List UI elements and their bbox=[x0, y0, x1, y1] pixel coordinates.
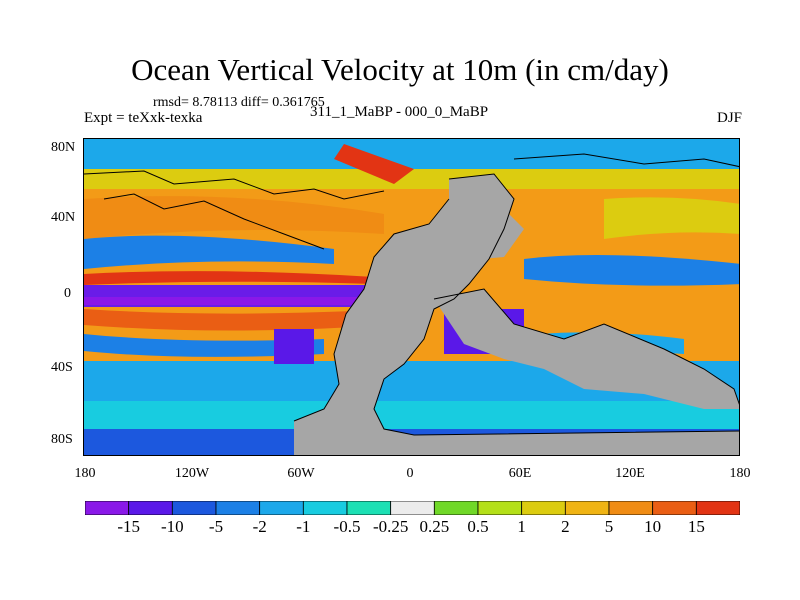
lon-tick-120e: 120E bbox=[615, 466, 645, 481]
colorbar-swatch-3 bbox=[215, 501, 261, 515]
colorbar-swatch-5 bbox=[302, 501, 348, 515]
lon-tick-0: 0 bbox=[406, 466, 414, 481]
lon-tick-60e: 60E bbox=[508, 466, 532, 481]
map-plot bbox=[83, 138, 740, 456]
south-patch bbox=[274, 329, 314, 364]
map-canvas bbox=[84, 139, 739, 455]
colorbar-swatch-1 bbox=[128, 501, 173, 515]
colorbar-label: -10 bbox=[160, 517, 184, 536]
colorbar-label: 15 bbox=[687, 517, 705, 536]
season-label: DJF bbox=[716, 110, 742, 126]
colorbar-swatch-8 bbox=[433, 501, 479, 515]
colorbar-swatch-7 bbox=[390, 501, 435, 515]
arctic-band bbox=[84, 139, 739, 169]
colorbar-label: 5 bbox=[604, 517, 614, 536]
colorbar-label: -0.25 bbox=[372, 517, 409, 536]
experiment-name: 311_1_MaBP - 000_0_MaBP bbox=[310, 104, 489, 120]
south-pacific-band bbox=[84, 334, 324, 357]
colorbar-label: 1 bbox=[517, 517, 526, 536]
lon-tick-120w: 120W bbox=[174, 466, 210, 481]
map-title: Ocean Vertical Velocity at 10m (in cm/da… bbox=[131, 52, 669, 87]
lon-tick-180e: 180 bbox=[729, 466, 751, 481]
colorbar-swatch-14 bbox=[695, 501, 740, 515]
lat-tick-80n: 80N bbox=[51, 140, 76, 155]
colorbar-label: 2 bbox=[561, 517, 570, 536]
colorbar-swatch-12 bbox=[608, 501, 654, 515]
ocean-field bbox=[84, 139, 739, 455]
colorbar-label: -2 bbox=[252, 517, 267, 536]
colorbar-swatch-2 bbox=[171, 501, 217, 515]
colorbar-label: -1 bbox=[296, 517, 311, 536]
colorbar-swatch-0 bbox=[85, 501, 130, 515]
colorbar bbox=[85, 501, 740, 515]
eq-south-band bbox=[84, 309, 354, 331]
experiment-label: Expt = teXxk-texka bbox=[84, 110, 203, 126]
colorbar-swatch-10 bbox=[521, 501, 566, 515]
colorbar-label: 0.5 bbox=[467, 517, 489, 536]
subarctic-band bbox=[84, 169, 739, 189]
north-hotspot bbox=[334, 144, 414, 184]
colorbar-label: 10 bbox=[644, 517, 662, 536]
lat-tick-40s: 40S bbox=[51, 360, 73, 375]
colorbar-label: -0.5 bbox=[333, 517, 361, 536]
northern-coastline bbox=[84, 153, 739, 250]
colorbar-swatch-11 bbox=[564, 501, 610, 515]
colorbar-label: -15 bbox=[117, 517, 140, 536]
stats-text: rmsd= 8.78113 diff= 0.361765 bbox=[153, 95, 325, 110]
colorbar-swatch-4 bbox=[259, 501, 304, 515]
coastline bbox=[293, 173, 739, 436]
lat-tick-0: 0 bbox=[64, 286, 71, 301]
lat-tick-40n: 40N bbox=[51, 210, 76, 225]
southern-high-band bbox=[84, 401, 739, 429]
east-basin-band bbox=[604, 197, 739, 239]
continent-central bbox=[294, 174, 739, 455]
eq-north-band bbox=[84, 271, 374, 285]
colorbar-swatch-13 bbox=[652, 501, 697, 515]
continent-south-extension bbox=[434, 289, 739, 409]
colorbar-label: -5 bbox=[208, 517, 224, 536]
colorbar-swatch-6 bbox=[346, 501, 392, 515]
eq-core-band bbox=[84, 297, 374, 305]
lat-tick-80s: 80S bbox=[51, 432, 73, 447]
indian-ocean-band bbox=[524, 255, 739, 286]
colorbar-swatch-9 bbox=[477, 501, 523, 515]
subtropical-band bbox=[84, 235, 334, 269]
lon-tick-60w: 60W bbox=[287, 466, 315, 481]
land-masses bbox=[84, 153, 739, 455]
lon-tick-180w: 180 bbox=[74, 466, 96, 481]
colorbar-label: 0.25 bbox=[419, 517, 450, 536]
